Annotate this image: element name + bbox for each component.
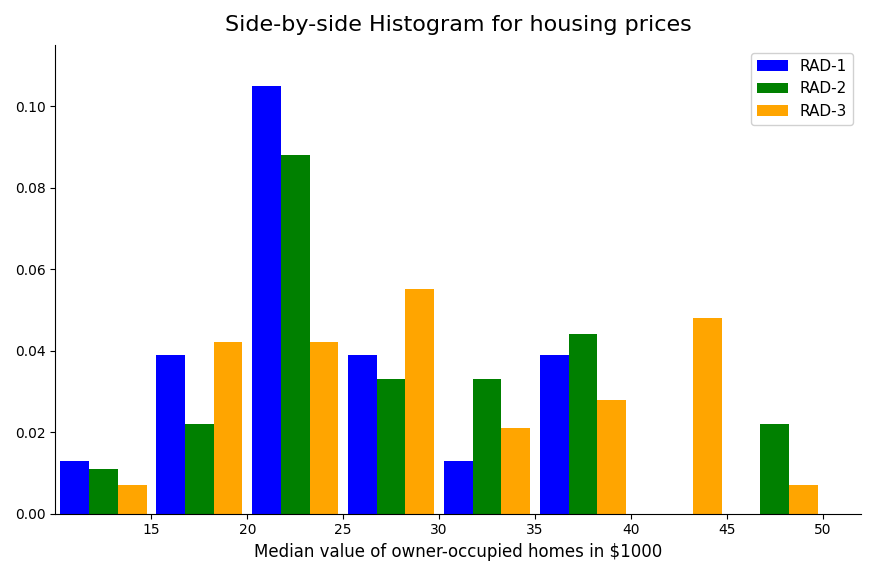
Bar bbox=[252, 86, 281, 514]
Bar bbox=[117, 485, 146, 514]
Bar bbox=[444, 461, 473, 514]
Bar bbox=[597, 400, 626, 514]
Bar bbox=[406, 290, 434, 514]
Bar bbox=[501, 428, 530, 514]
Bar bbox=[693, 318, 722, 514]
Bar bbox=[60, 461, 89, 514]
X-axis label: Median value of owner-occupied homes in $1000: Median value of owner-occupied homes in … bbox=[254, 543, 662, 561]
Bar bbox=[185, 424, 214, 514]
Title: Side-by-side Histogram for housing prices: Side-by-side Histogram for housing price… bbox=[225, 15, 692, 35]
Bar bbox=[540, 355, 569, 514]
Bar bbox=[309, 343, 338, 514]
Bar bbox=[789, 485, 818, 514]
Legend: RAD-1, RAD-2, RAD-3: RAD-1, RAD-2, RAD-3 bbox=[751, 52, 853, 125]
Bar bbox=[377, 379, 406, 514]
Bar bbox=[473, 379, 501, 514]
Bar bbox=[156, 355, 185, 514]
Bar bbox=[89, 469, 117, 514]
Bar bbox=[281, 155, 309, 514]
Bar bbox=[569, 334, 597, 514]
Bar bbox=[760, 424, 789, 514]
Bar bbox=[214, 343, 243, 514]
Bar bbox=[348, 355, 377, 514]
